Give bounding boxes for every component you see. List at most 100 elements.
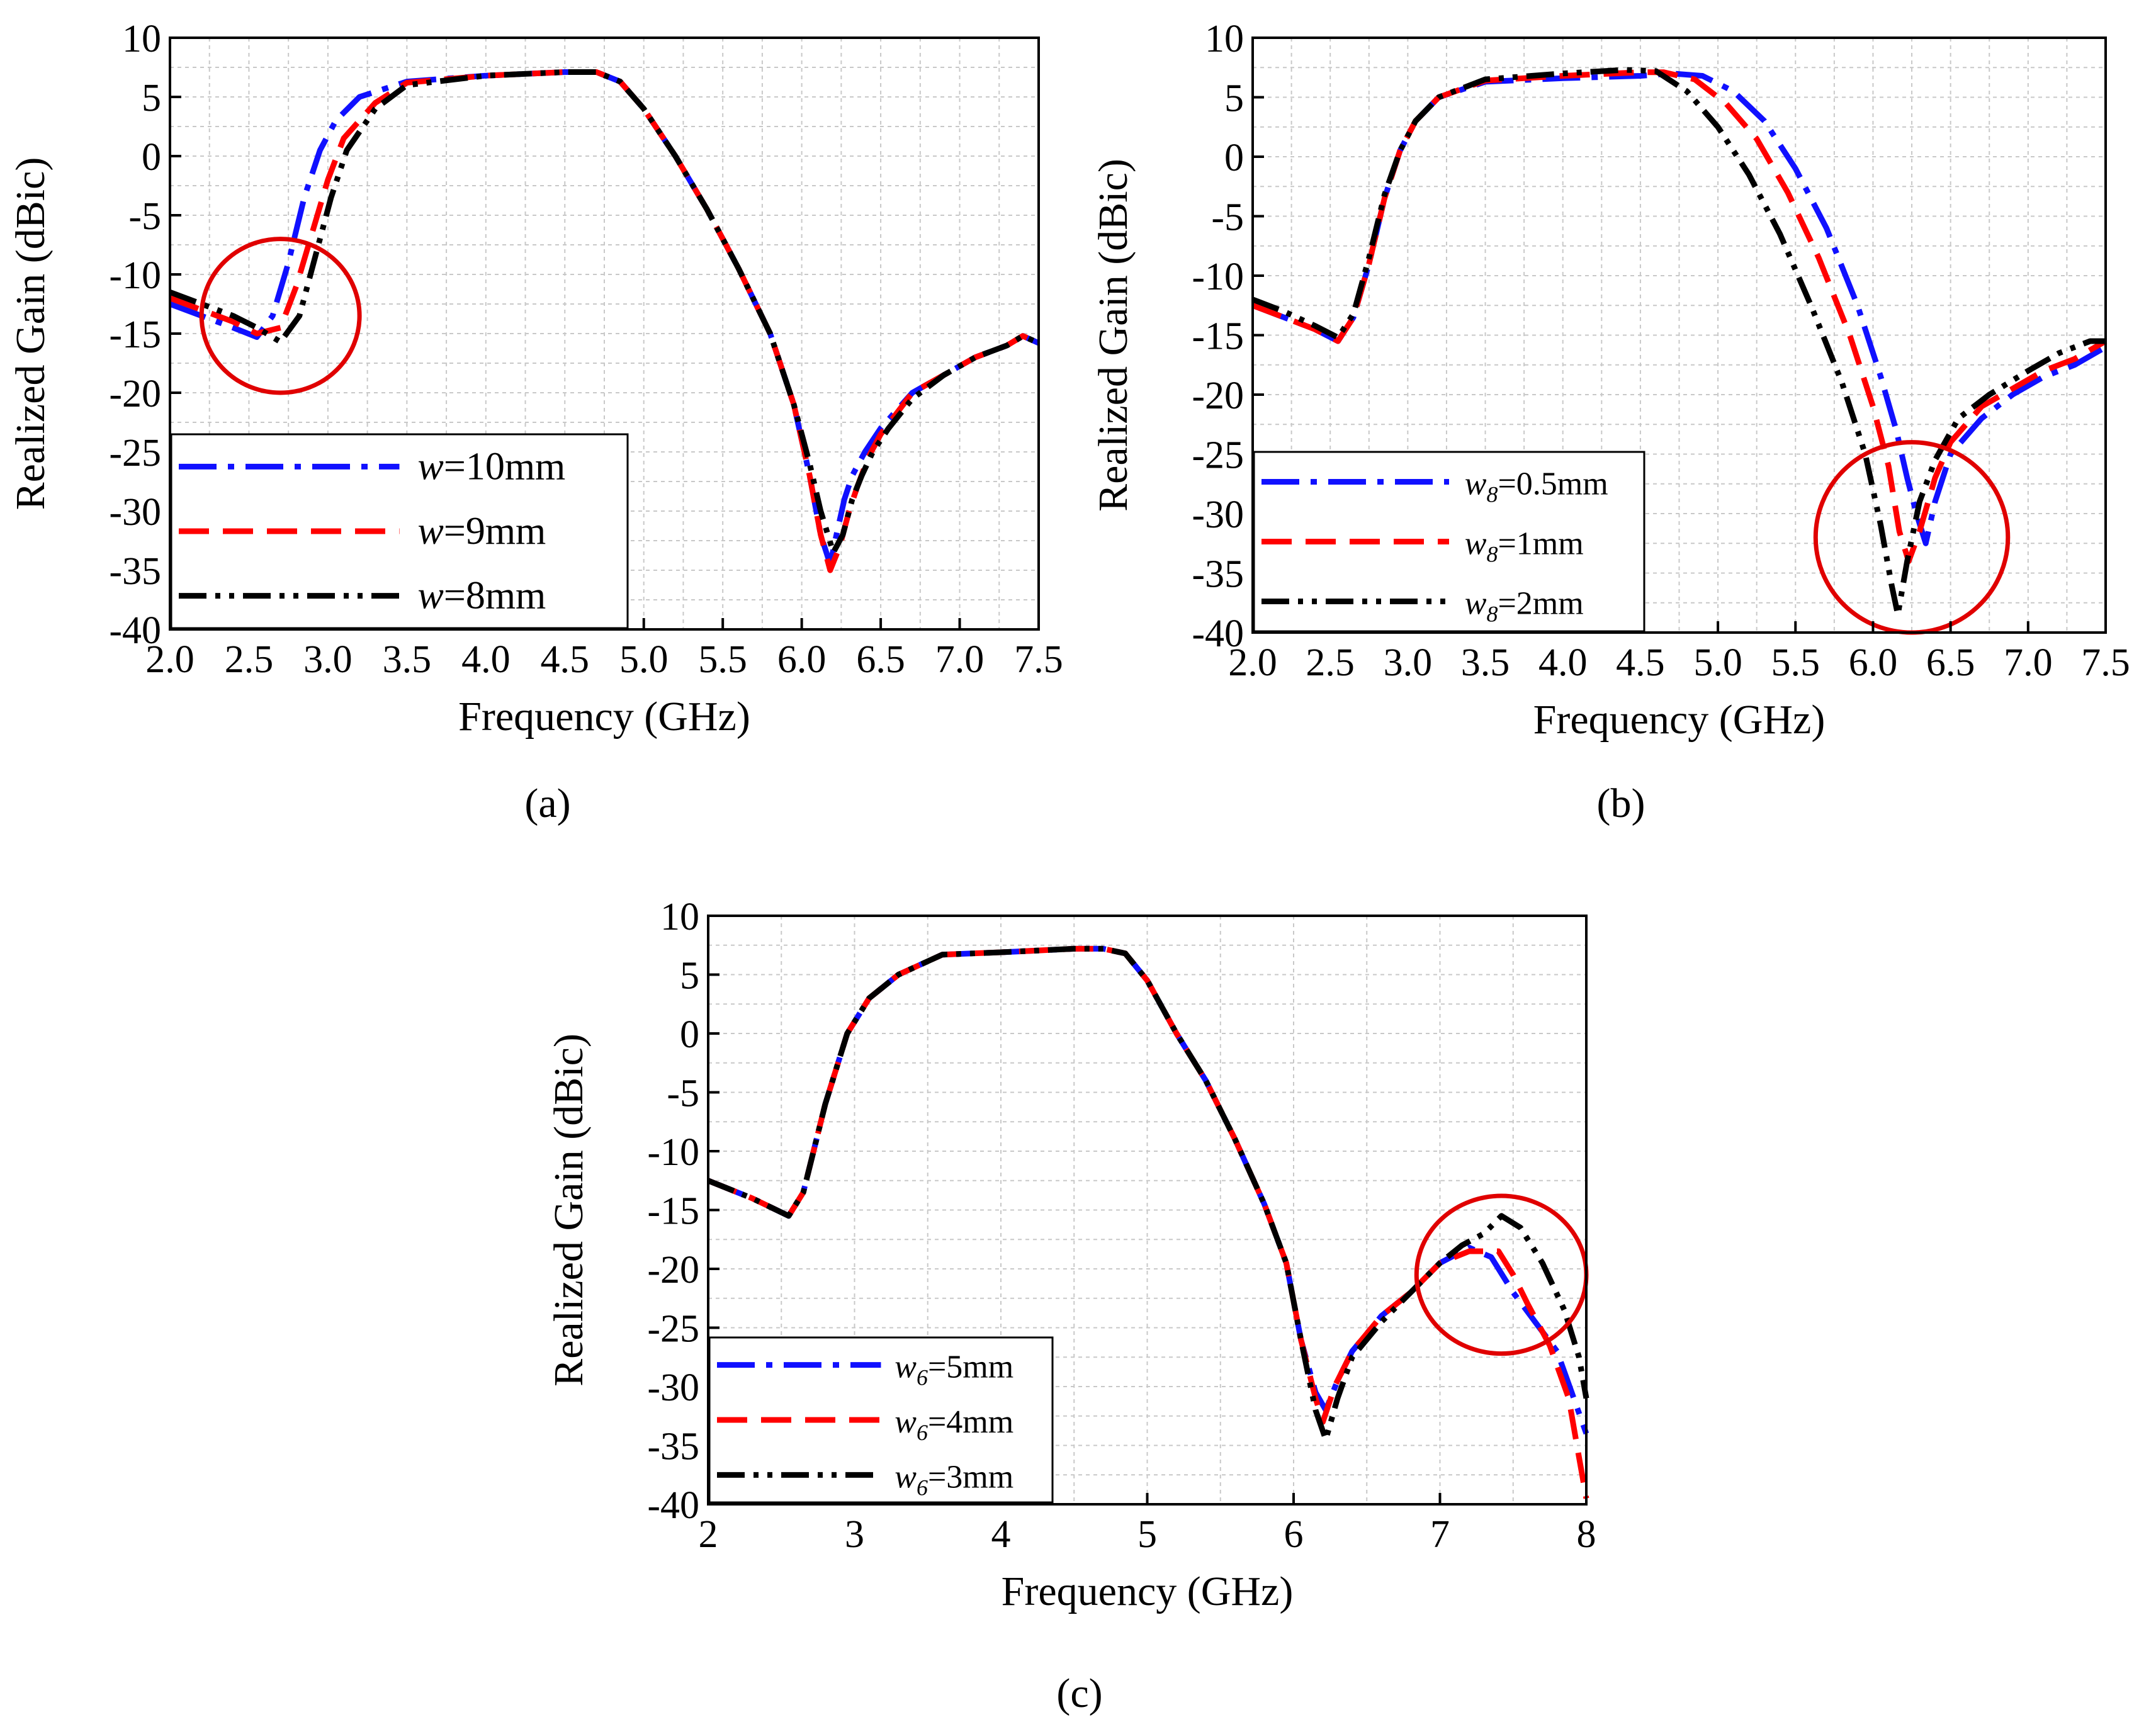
legend-sub-c-0: 6 — [917, 1365, 928, 1390]
series-line-c-0 — [707, 945, 1589, 1435]
legend-sub-b-0: 8 — [1486, 482, 1498, 507]
legend-var-c-1: w — [895, 1404, 917, 1440]
y-tick-label-c: -20 — [647, 1249, 699, 1292]
legend-label-b-2: w8=2mm — [1465, 586, 1584, 627]
x-tick-label-b: 4.0 — [1538, 641, 1588, 684]
y-tick-label-b: -10 — [1192, 256, 1244, 298]
x-tick-label-a: 3.5 — [383, 638, 432, 681]
legend-label-c-1: w6=4mm — [895, 1404, 1013, 1445]
y-tick-label-a: 5 — [142, 77, 161, 120]
x-tick-label-a: 2.5 — [225, 638, 274, 681]
legend-var-b-0: w — [1465, 466, 1487, 502]
x-tick-label-a: 4.5 — [541, 638, 590, 681]
legend-value-b-1: =1mm — [1498, 526, 1583, 562]
legend-var-c-2: w — [895, 1459, 917, 1495]
x-axis-label-a: Frequency (GHz) — [458, 694, 750, 740]
legend-sub-b-1: 8 — [1486, 542, 1498, 567]
annotation-circle-a — [199, 237, 362, 395]
x-tick-label-c: 7 — [1430, 1513, 1450, 1556]
y-tick-label-a: 0 — [142, 136, 161, 179]
y-axis-label-c: Realized Gain (dBic) — [546, 1033, 592, 1387]
x-tick-label-b: 2.0 — [1228, 641, 1277, 684]
y-tick-label-b: -20 — [1192, 374, 1244, 417]
x-axis-label-b: Frequency (GHz) — [1533, 697, 1826, 743]
x-tick-label-b: 7.0 — [2004, 641, 2053, 684]
series-line-c-1 — [707, 945, 1589, 1499]
legend-value-c-1: =4mm — [928, 1404, 1013, 1440]
ticks-a: 2.0 2.5 3.0 3.5 4.0 4.5 5.0 5.5 6.0 6.5 7.0 7.5 10 5 0… — [109, 18, 1063, 681]
legend-label-a-0: w=10mm — [418, 445, 566, 488]
x-axis-label-c: Frequency (GHz) — [1002, 1568, 1294, 1614]
x-tick-label-b: 6.0 — [1849, 641, 1898, 684]
x-tick-label-b: 3.0 — [1384, 641, 1433, 684]
x-tick-label-b: 7.5 — [2081, 641, 2130, 684]
y-tick-label-a: -30 — [109, 491, 161, 534]
caption-b: (b) — [1597, 780, 1645, 826]
legend-label-c-2: w6=3mm — [895, 1459, 1013, 1500]
y-tick-label-c: -5 — [667, 1072, 699, 1115]
caption-a: (a) — [524, 780, 570, 826]
x-tick-label-c: 2 — [699, 1513, 718, 1556]
y-tick-label-c: -10 — [647, 1131, 699, 1174]
legend-label-c-0: w6=5mm — [895, 1349, 1013, 1390]
y-tick-label-c: 10 — [660, 896, 699, 938]
x-tick-label-c: 3 — [845, 1513, 864, 1556]
series-line-a-2 — [169, 69, 1040, 556]
x-tick-label-b: 5.5 — [1771, 641, 1820, 684]
x-tick-label-b: 2.5 — [1306, 641, 1355, 684]
x-tick-label-a: 5.5 — [698, 638, 747, 681]
y-tick-label-c: 5 — [680, 955, 699, 998]
series-group-a — [169, 69, 1040, 573]
y-tick-label-b: 10 — [1205, 18, 1244, 60]
legend-label-a-1: w=9mm — [418, 510, 546, 553]
y-tick-label-c: -35 — [647, 1426, 699, 1468]
x-tick-label-b: 3.5 — [1461, 641, 1510, 684]
y-tick-label-a: 10 — [122, 18, 161, 60]
y-axis-label-a: Realized Gain (dBic) — [8, 157, 54, 510]
series-line-c-2 — [707, 945, 1589, 1443]
y-tick-label-a: -10 — [109, 254, 161, 297]
legend-value-b-2: =2mm — [1498, 586, 1583, 622]
grid-b — [1252, 37, 2106, 633]
y-tick-label-a: -15 — [109, 313, 161, 356]
y-tick-label-c: -25 — [647, 1308, 699, 1351]
panel-b: 2.0 2.5 3.0 3.5 4.0 4.5 5.0 5.5 6.0 6.5 7.0 7.5 10 5 0… — [1090, 18, 2130, 743]
legend-label-b-0: w8=0.5mm — [1465, 466, 1608, 507]
y-tick-label-b: -25 — [1192, 434, 1244, 477]
legend-value-c-0: =5mm — [928, 1349, 1013, 1385]
legend-value-a-2: =8mm — [444, 575, 546, 617]
x-tick-label-a: 6.5 — [856, 638, 905, 681]
x-tick-label-a: 7.0 — [935, 638, 985, 681]
x-tick-label-a: 7.5 — [1014, 638, 1063, 681]
x-tick-label-b: 6.5 — [1926, 641, 1975, 684]
legend-var-a-0: w — [418, 445, 444, 488]
y-tick-label-c: 0 — [680, 1013, 699, 1056]
ticks-b: 2.0 2.5 3.0 3.5 4.0 4.5 5.0 5.5 6.0 6.5 7.0 7.5 10 5 0… — [1192, 18, 2130, 684]
legend-value-a-0: =10mm — [444, 445, 565, 488]
y-tick-label-a: -20 — [109, 373, 161, 415]
series-group-c — [707, 945, 1589, 1499]
legend-sub-c-1: 6 — [917, 1420, 928, 1445]
y-tick-label-a: -40 — [109, 609, 161, 652]
panel-c: 2 3 4 5 6 7 8 10 5 0 -5 -10 -15 -20 -25 -30 -35 -40 Freque… — [546, 896, 1596, 1614]
y-tick-label-a: -35 — [109, 550, 161, 593]
x-tick-label-a: 5.0 — [619, 638, 669, 681]
x-tick-label-b: 4.5 — [1616, 641, 1665, 684]
legend-label-b-1: w8=1mm — [1465, 526, 1584, 567]
y-tick-label-b: -30 — [1192, 493, 1244, 536]
panel-a: 2.0 2.5 3.0 3.5 4.0 4.5 5.0 5.5 6.0 6.5 7.0 7.5 10 5 0… — [8, 18, 1063, 740]
y-axis-label-b: Realized Gain (dBic) — [1090, 159, 1136, 512]
y-tick-label-a: -25 — [109, 432, 161, 475]
legend-var-b-2: w — [1465, 586, 1487, 622]
legend-var-a-1: w — [418, 510, 444, 553]
legend-var-a-2: w — [418, 575, 444, 617]
x-tick-label-c: 8 — [1577, 1513, 1596, 1556]
x-tick-label-a: 6.0 — [777, 638, 827, 681]
x-tick-label-a: 4.0 — [461, 638, 511, 681]
legend-value-b-0: =0.5mm — [1498, 466, 1608, 502]
x-tick-label-c: 4 — [991, 1513, 1011, 1556]
